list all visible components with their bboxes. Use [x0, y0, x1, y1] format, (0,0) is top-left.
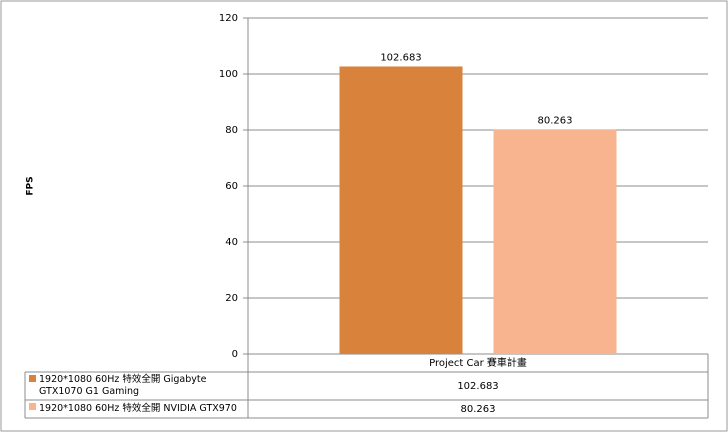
legend-entry: 1920*1080 60Hz 特效全開 NVIDIA GTX970 [29, 400, 244, 418]
y-tick-label: 120 [219, 13, 238, 24]
legend-swatch [29, 375, 36, 382]
y-tick-label: 0 [232, 349, 238, 360]
bar [339, 66, 463, 354]
bar [493, 129, 617, 354]
table-value: 80.263 [461, 404, 496, 415]
legend-swatch [29, 403, 36, 410]
value-label: 102.683 [380, 52, 421, 63]
legend-entry: 1920*1080 60Hz 特效全開 Gigabyte GTX1070 G1 … [29, 372, 244, 400]
table-value: 102.683 [457, 381, 498, 392]
y-tick-label: 60 [225, 181, 238, 192]
y-tick-label: 80 [225, 125, 238, 136]
x-tick-label: Project Car 賽車計畫 [429, 356, 527, 369]
y-tick-label: 40 [225, 237, 238, 248]
y-axis-label: FPS [26, 176, 36, 195]
legend-label: 1920*1080 60Hz 特效全開 Gigabyte GTX1070 G1 … [39, 374, 207, 397]
value-label: 80.263 [538, 115, 573, 126]
legend-label: 1920*1080 60Hz 特效全開 NVIDIA GTX970 [39, 403, 237, 414]
y-tick-label: 20 [225, 293, 238, 304]
y-tick-label: 100 [219, 69, 238, 80]
